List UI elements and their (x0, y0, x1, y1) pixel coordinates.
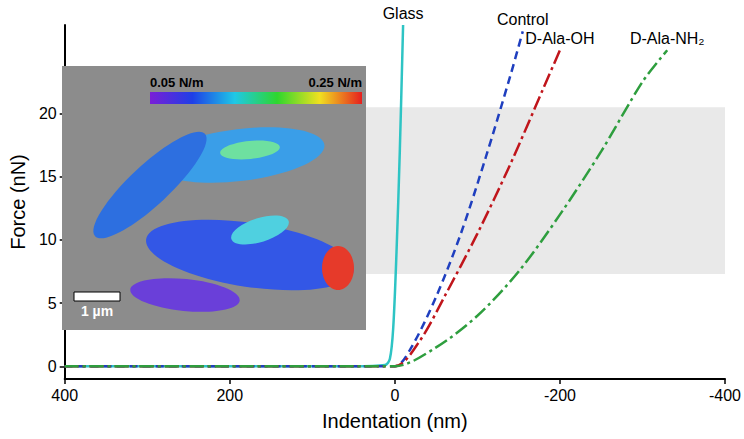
svg-text:20: 20 (39, 105, 57, 122)
svg-text:-400: -400 (709, 387, 741, 404)
svg-text:15: 15 (39, 168, 57, 185)
svg-text:-200: -200 (544, 387, 576, 404)
svg-text:Force (nN): Force (nN) (7, 154, 29, 250)
svg-text:0: 0 (48, 358, 57, 375)
svg-text:400: 400 (51, 387, 78, 404)
svg-text:Control: Control (497, 11, 549, 28)
svg-text:0: 0 (390, 387, 399, 404)
svg-text:0.05 N/m: 0.05 N/m (150, 75, 203, 90)
svg-text:Indentation (nm): Indentation (nm) (322, 410, 468, 432)
svg-text:5: 5 (48, 295, 57, 312)
svg-text:200: 200 (216, 387, 243, 404)
svg-text:D-Ala-OH: D-Ala-OH (525, 30, 594, 47)
svg-text:10: 10 (39, 231, 57, 248)
svg-text:0.25 N/m: 0.25 N/m (309, 75, 362, 90)
svg-text:D-Ala-NH₂: D-Ala-NH₂ (630, 30, 705, 47)
svg-text:1 µm: 1 µm (81, 303, 113, 319)
svg-text:Glass: Glass (383, 5, 424, 22)
